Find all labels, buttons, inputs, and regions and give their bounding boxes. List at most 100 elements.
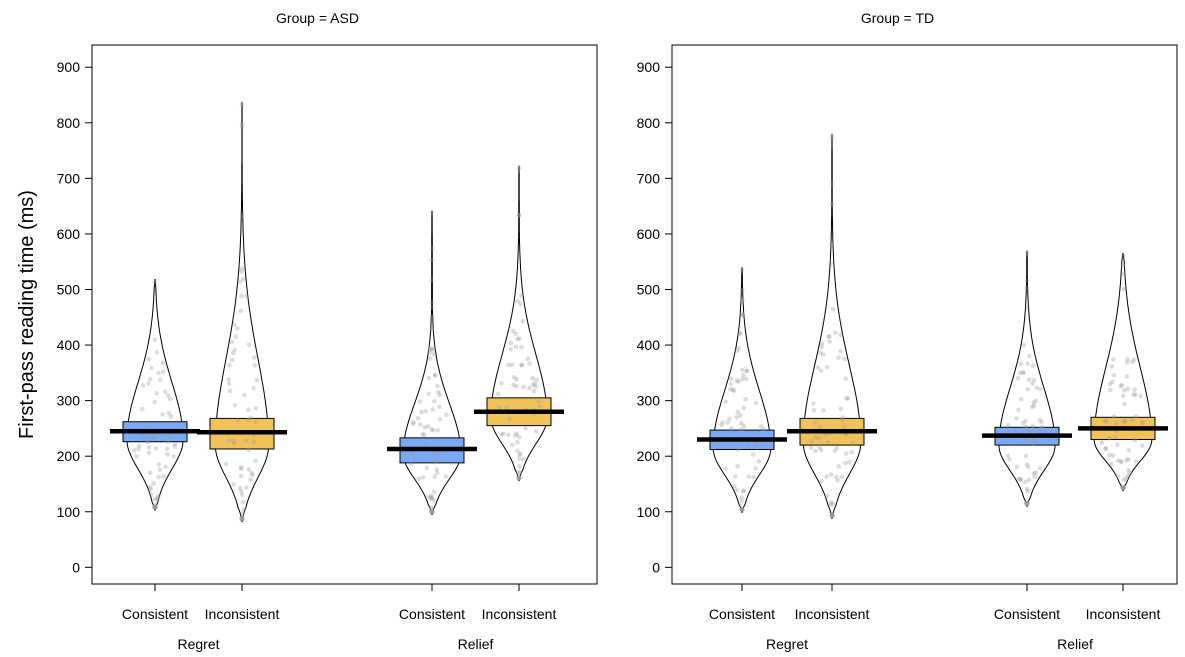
data-point — [510, 328, 516, 334]
data-point — [741, 423, 747, 429]
data-point — [1113, 434, 1118, 440]
y-tick-label: 100 — [637, 504, 661, 520]
data-point — [508, 347, 513, 352]
data-point — [817, 424, 823, 430]
data-point — [1115, 458, 1120, 463]
data-point — [232, 347, 237, 353]
data-point — [1104, 419, 1109, 424]
data-point — [525, 356, 531, 362]
data-point — [1099, 440, 1105, 446]
data-point — [148, 484, 153, 490]
data-point — [1027, 353, 1032, 359]
data-point — [437, 417, 443, 422]
data-point — [534, 377, 539, 383]
data-point — [427, 345, 433, 351]
data-point — [160, 369, 166, 374]
x-tick-label-inconsistent: Inconsistent — [1086, 606, 1161, 622]
data-point — [739, 507, 744, 512]
data-point — [527, 361, 532, 367]
data-point — [226, 438, 232, 443]
data-point — [239, 102, 245, 107]
data-point — [429, 257, 435, 263]
data-point — [527, 385, 532, 391]
data-point — [811, 401, 816, 406]
data-point — [828, 261, 833, 266]
data-point — [723, 466, 728, 471]
y-tick-label: 200 — [637, 448, 661, 464]
data-point — [161, 432, 167, 437]
x-tick-label-inconsistent: Inconsistent — [205, 606, 280, 622]
data-point — [1037, 465, 1043, 471]
data-point — [1031, 439, 1036, 445]
data-point — [533, 384, 539, 389]
data-point — [828, 502, 834, 507]
data-point — [429, 505, 434, 510]
data-point — [516, 213, 522, 218]
data-point — [417, 399, 423, 405]
data-point — [1023, 424, 1029, 430]
data-point — [420, 432, 425, 437]
data-point — [513, 433, 518, 438]
data-point — [1140, 443, 1145, 448]
data-point — [1023, 453, 1029, 459]
data-point — [815, 365, 821, 370]
x-tick-label-consistent: Consistent — [709, 606, 775, 622]
data-point — [433, 458, 439, 464]
data-point — [829, 181, 835, 187]
data-point — [430, 509, 435, 515]
data-point — [1033, 398, 1039, 404]
data-point — [836, 355, 841, 360]
data-point — [253, 419, 258, 425]
data-point — [517, 434, 522, 440]
data-point — [146, 445, 152, 450]
data-point — [254, 377, 260, 383]
data-point — [140, 383, 146, 388]
data-point — [240, 516, 245, 522]
data-point — [739, 507, 745, 512]
data-point — [1120, 263, 1125, 269]
data-point — [144, 425, 149, 430]
violin-outline — [712, 267, 772, 513]
data-point — [850, 440, 856, 446]
data-point — [1118, 384, 1124, 389]
data-point — [239, 213, 245, 219]
data-point — [530, 376, 535, 381]
data-point — [1023, 479, 1028, 485]
data-point — [761, 427, 766, 432]
data-point — [239, 293, 244, 299]
data-point — [739, 507, 744, 512]
data-point — [172, 441, 178, 447]
data-point — [167, 396, 173, 402]
data-point — [1020, 370, 1026, 376]
data-point — [419, 409, 424, 415]
data-point — [157, 467, 163, 473]
data-point — [239, 516, 245, 522]
data-point — [423, 408, 429, 414]
data-point — [230, 357, 235, 363]
data-point — [166, 410, 172, 416]
y-tick-label: 0 — [72, 559, 80, 575]
data-point — [239, 266, 245, 271]
data-point — [517, 451, 523, 457]
data-point — [430, 509, 435, 515]
data-point — [829, 513, 835, 518]
data-point — [537, 404, 542, 409]
data-point — [1110, 379, 1115, 385]
data-point — [1124, 457, 1129, 463]
data-point — [223, 461, 229, 467]
y-tick-label: 900 — [637, 59, 661, 75]
data-point — [152, 505, 157, 510]
data-point — [835, 478, 840, 483]
y-tick-label: 500 — [57, 281, 81, 297]
data-point — [1024, 486, 1030, 492]
data-point — [239, 516, 245, 522]
data-point — [734, 487, 739, 493]
data-point — [424, 465, 430, 471]
data-point — [746, 474, 751, 479]
y-tick-label: 0 — [652, 559, 660, 575]
data-point — [422, 425, 428, 430]
data-point — [849, 450, 854, 455]
data-point — [1024, 284, 1029, 290]
data-point — [1119, 382, 1124, 388]
data-point — [736, 345, 741, 351]
